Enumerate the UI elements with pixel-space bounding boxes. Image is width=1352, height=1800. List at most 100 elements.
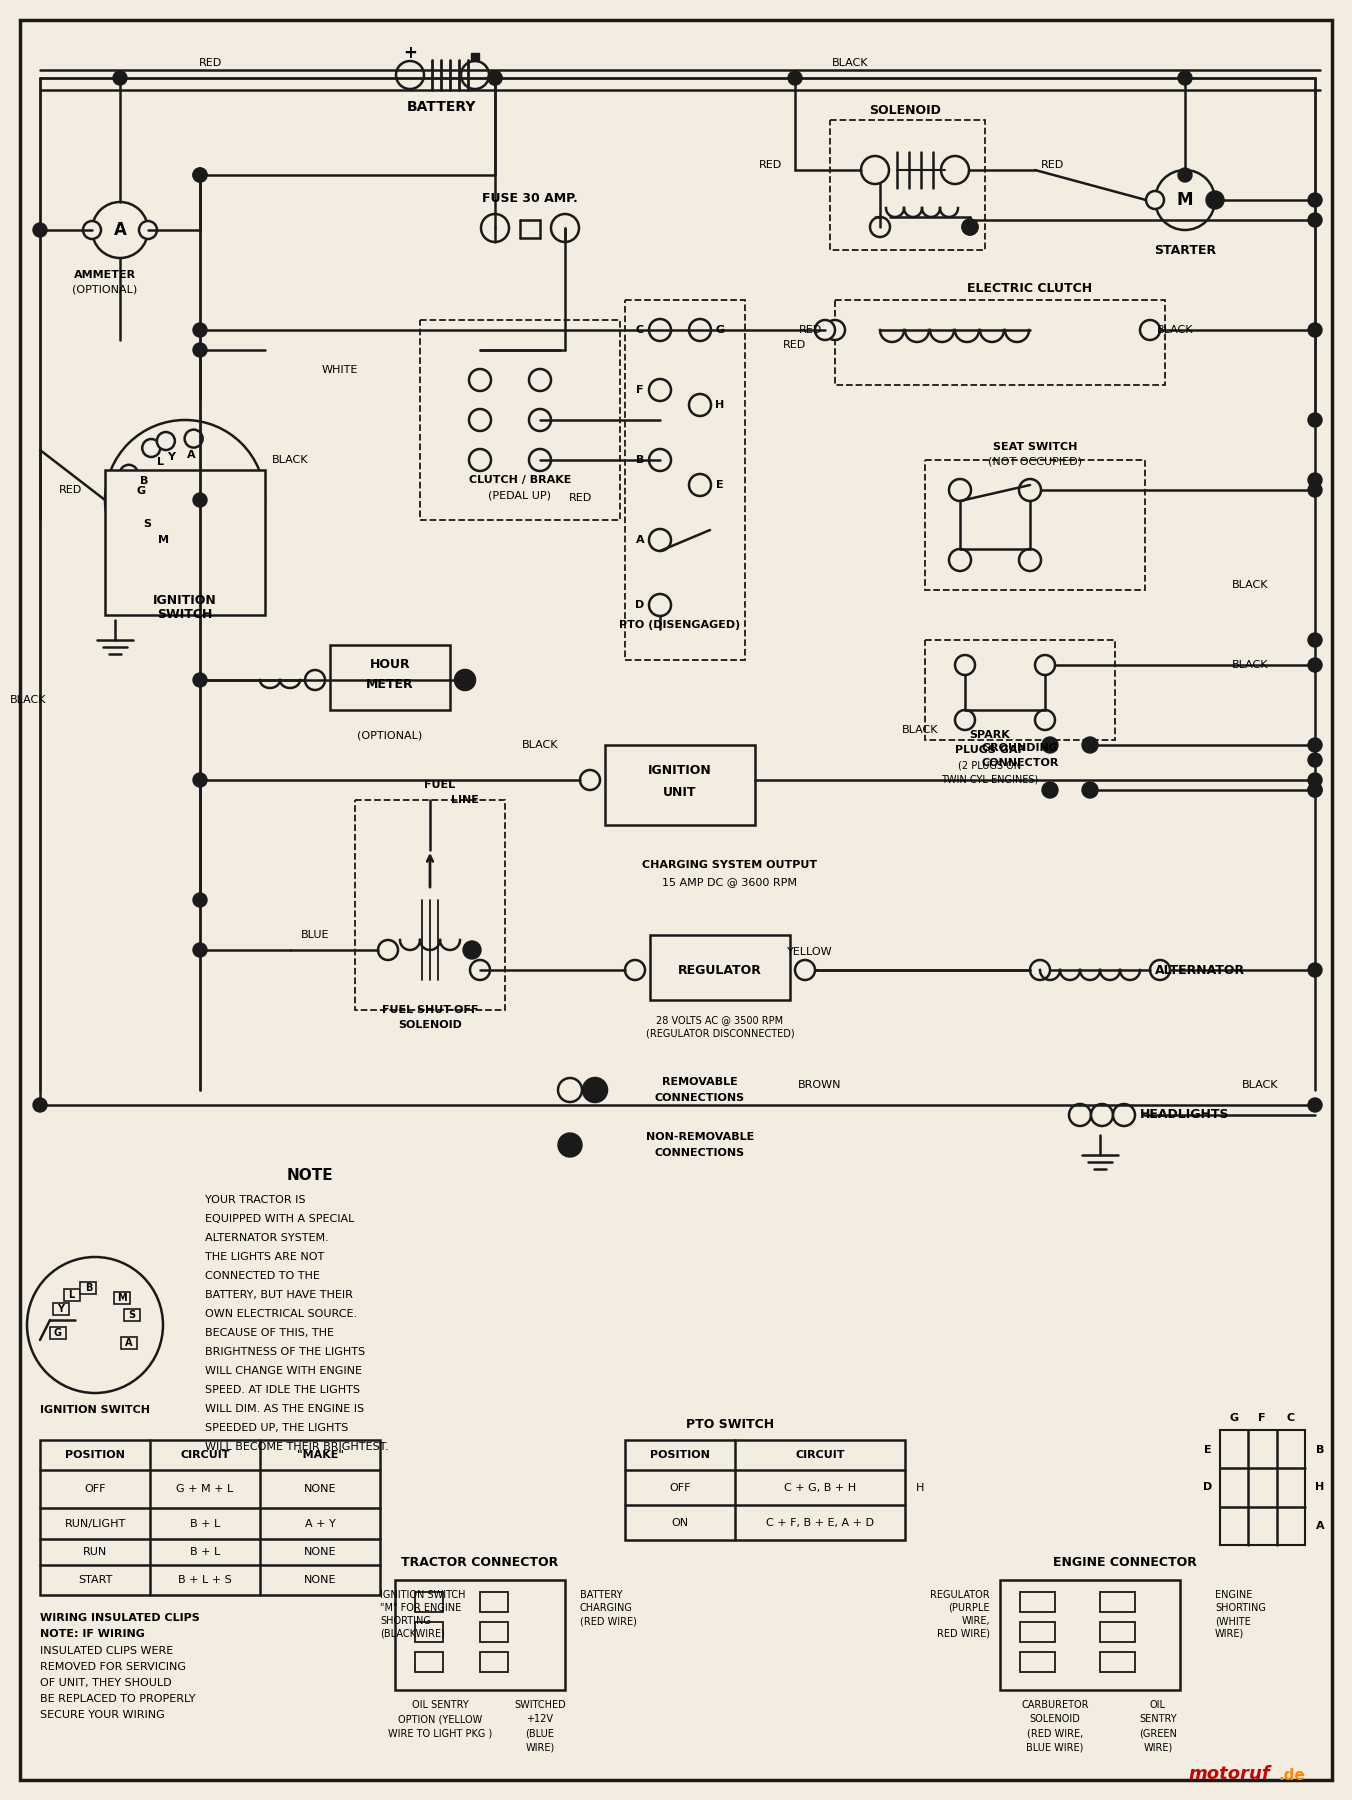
Bar <box>1101 1652 1134 1672</box>
Text: TWIN CYL ENGINES): TWIN CYL ENGINES) <box>941 776 1038 785</box>
Circle shape <box>469 448 491 472</box>
Text: ENGINE CONNECTOR: ENGINE CONNECTOR <box>1053 1555 1197 1568</box>
Circle shape <box>147 545 165 563</box>
Circle shape <box>1091 1103 1113 1127</box>
Text: (OPTIONAL): (OPTIONAL) <box>357 731 423 740</box>
Circle shape <box>1042 736 1059 752</box>
Circle shape <box>193 167 207 182</box>
Text: RED WIRE): RED WIRE) <box>937 1629 990 1640</box>
Text: M: M <box>118 1292 127 1303</box>
Text: G + M + L: G + M + L <box>176 1483 234 1494</box>
Circle shape <box>82 221 101 239</box>
Text: OWN ELECTRICAL SOURCE.: OWN ELECTRICAL SOURCE. <box>206 1309 357 1319</box>
Text: F: F <box>637 385 644 394</box>
Circle shape <box>157 432 174 450</box>
Bar <box>123 1309 139 1321</box>
Text: BECAUSE OF THIS, THE: BECAUSE OF THIS, THE <box>206 1328 334 1337</box>
Text: C: C <box>1287 1413 1295 1424</box>
Circle shape <box>861 157 890 184</box>
Text: CIRCUIT: CIRCUIT <box>795 1451 845 1460</box>
Circle shape <box>815 320 836 340</box>
Circle shape <box>488 70 502 85</box>
Text: ON: ON <box>672 1517 688 1528</box>
Text: REGULATOR: REGULATOR <box>930 1589 990 1600</box>
Bar <box>625 1440 904 1541</box>
Text: SOLENOID: SOLENOID <box>869 103 941 117</box>
Circle shape <box>193 167 207 182</box>
Text: 15 AMP DC @ 3600 RPM: 15 AMP DC @ 3600 RPM <box>662 877 798 887</box>
Bar <box>1019 1622 1055 1642</box>
Text: PLUGS GAP: PLUGS GAP <box>955 745 1025 754</box>
Circle shape <box>955 655 975 675</box>
Text: OFF: OFF <box>84 1483 105 1494</box>
Bar <box>925 461 1145 590</box>
Text: Y: Y <box>168 452 176 463</box>
Circle shape <box>1307 783 1322 797</box>
Circle shape <box>690 319 711 340</box>
Text: SHORTING: SHORTING <box>1215 1604 1265 1613</box>
Circle shape <box>193 322 207 337</box>
Circle shape <box>193 893 207 907</box>
Text: RED: RED <box>58 484 81 495</box>
Circle shape <box>32 1098 47 1112</box>
Text: B + L: B + L <box>189 1519 220 1528</box>
Bar <box>395 1580 565 1690</box>
Circle shape <box>193 772 207 787</box>
Circle shape <box>649 380 671 401</box>
Circle shape <box>1140 320 1160 340</box>
Text: BLACK: BLACK <box>1241 1080 1278 1091</box>
Circle shape <box>1146 191 1164 209</box>
Bar <box>114 1292 130 1305</box>
Text: RED: RED <box>758 160 781 169</box>
Circle shape <box>1155 169 1215 230</box>
Text: INSULATED CLIPS WERE: INSULATED CLIPS WERE <box>41 1645 173 1656</box>
Text: PTO SWITCH: PTO SWITCH <box>685 1418 775 1431</box>
Text: HEADLIGHTS: HEADLIGHTS <box>1140 1109 1230 1121</box>
Circle shape <box>649 594 671 616</box>
Text: 28 VOLTS AC @ 3500 RPM: 28 VOLTS AC @ 3500 RPM <box>657 1015 784 1024</box>
Text: CARBURETOR: CARBURETOR <box>1021 1699 1088 1710</box>
Text: A: A <box>1315 1521 1325 1532</box>
Bar <box>1000 1580 1180 1690</box>
Circle shape <box>955 709 975 731</box>
Text: G: G <box>137 486 146 495</box>
Bar <box>330 644 450 709</box>
Circle shape <box>649 448 671 472</box>
Text: C: C <box>635 326 644 335</box>
Text: (OPTIONAL): (OPTIONAL) <box>73 284 138 295</box>
Circle shape <box>1307 752 1322 767</box>
Text: NONE: NONE <box>304 1575 337 1586</box>
Text: C + G, B + H: C + G, B + H <box>784 1483 856 1492</box>
Bar <box>1101 1622 1134 1642</box>
Circle shape <box>185 430 203 448</box>
Text: SPEEDED UP, THE LIGHTS: SPEEDED UP, THE LIGHTS <box>206 1424 349 1433</box>
Circle shape <box>456 670 475 689</box>
Bar <box>480 1591 508 1613</box>
Text: IGNITION SWITCH: IGNITION SWITCH <box>41 1406 150 1415</box>
Text: RUN/LIGHT: RUN/LIGHT <box>65 1519 126 1528</box>
Circle shape <box>306 670 324 689</box>
Text: NOTE: NOTE <box>287 1168 334 1183</box>
Bar <box>1019 1591 1055 1613</box>
Bar <box>415 1622 443 1642</box>
Circle shape <box>1307 659 1322 671</box>
Circle shape <box>456 670 475 689</box>
Text: HOUR: HOUR <box>369 659 410 671</box>
Circle shape <box>139 221 157 239</box>
Bar <box>120 1337 137 1348</box>
Bar <box>50 1327 66 1339</box>
Circle shape <box>1030 959 1051 979</box>
Text: FUEL: FUEL <box>425 779 456 790</box>
Circle shape <box>583 1078 607 1102</box>
Text: BATTERY: BATTERY <box>580 1589 622 1600</box>
Text: WIRE,: WIRE, <box>961 1616 990 1625</box>
Text: LINE: LINE <box>452 796 479 805</box>
Circle shape <box>558 1078 581 1102</box>
Circle shape <box>1113 1103 1134 1127</box>
Text: Y: Y <box>57 1303 64 1314</box>
Text: SPARK: SPARK <box>969 731 1010 740</box>
Text: (PEDAL UP): (PEDAL UP) <box>488 491 552 500</box>
Text: BLACK: BLACK <box>902 725 938 734</box>
Text: E: E <box>1205 1445 1211 1454</box>
Text: RED: RED <box>199 58 222 68</box>
